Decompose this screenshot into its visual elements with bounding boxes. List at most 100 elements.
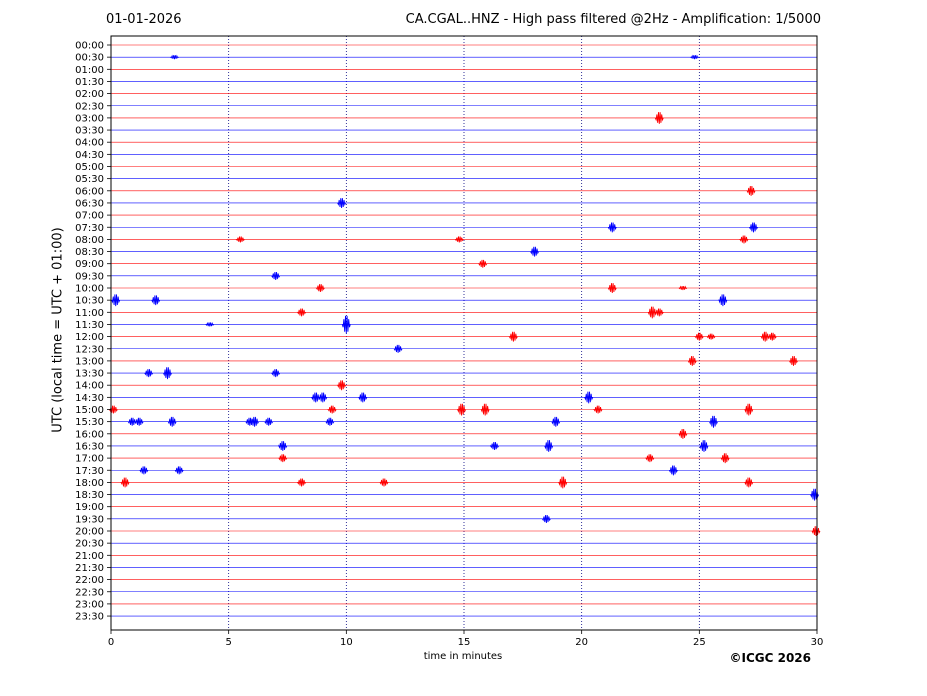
x-tick-label: 25 — [693, 637, 706, 648]
seismic-event — [690, 54, 699, 60]
seismic-event — [296, 308, 306, 317]
seismic-event — [541, 514, 551, 523]
seismic-event — [654, 308, 664, 317]
y-tick-label: 04:00 — [75, 138, 104, 149]
seismic-event — [647, 306, 657, 319]
seismic-event — [654, 112, 664, 124]
y-tick-label: 11:30 — [75, 320, 104, 331]
seismic-event — [174, 466, 184, 475]
y-tick-label: 17:00 — [75, 454, 104, 465]
seismic-event — [250, 416, 259, 427]
chart-title: CA.CGAL..HNZ - High pass filtered @2Hz -… — [405, 12, 821, 27]
seismic-event — [645, 454, 655, 463]
y-tick-label: 05:00 — [75, 162, 104, 173]
seismic-event — [678, 428, 688, 439]
seismic-event — [477, 259, 488, 268]
y-tick-label: 01:30 — [75, 77, 104, 88]
y-tick-label: 06:00 — [75, 186, 104, 197]
y-tick-label: 00:30 — [75, 53, 104, 64]
y-tick-label: 14:30 — [75, 393, 104, 404]
seismic-event — [278, 441, 288, 451]
y-tick-label: 10:30 — [75, 296, 104, 307]
y-tick-label: 18:30 — [75, 490, 104, 501]
y-tick-label: 04:30 — [75, 150, 104, 161]
seismic-event — [311, 392, 321, 403]
y-tick-label: 08:00 — [75, 235, 104, 246]
seismic-event — [530, 246, 539, 257]
y-tick-label: 15:00 — [75, 405, 104, 416]
seismic-event — [811, 526, 821, 537]
seismic-event — [111, 294, 121, 307]
y-tick-label: 03:30 — [75, 126, 104, 137]
seismic-event — [687, 356, 697, 366]
y-tick-label: 23:30 — [75, 612, 104, 623]
y-tick-label: 10:00 — [75, 284, 104, 295]
y-tick-label: 18:00 — [75, 478, 104, 489]
y-tick-label: 20:30 — [75, 539, 104, 550]
y-tick-label: 02:00 — [75, 89, 104, 100]
seismic-event — [694, 332, 704, 341]
y-tick-label: 00:00 — [75, 41, 104, 52]
seismic-event — [454, 236, 464, 243]
seismic-event — [393, 344, 403, 353]
date-label: 01-01-2026 — [106, 12, 182, 27]
seismic-event — [668, 465, 678, 476]
y-tick-label: 05:30 — [75, 174, 104, 185]
y-tick-label: 12:30 — [75, 344, 104, 355]
seismic-event — [151, 295, 161, 306]
y-tick-label: 15:30 — [75, 417, 104, 428]
x-tick-label: 5 — [225, 637, 231, 648]
seismic-event — [744, 403, 754, 416]
y-tick-label: 02:30 — [75, 101, 104, 112]
seismic-event — [490, 442, 499, 450]
seismic-event — [678, 285, 688, 291]
seismic-event — [709, 415, 718, 428]
seismic-event — [551, 416, 561, 427]
y-tick-label: 19:00 — [75, 502, 104, 513]
seismic-event — [767, 332, 777, 341]
y-tick-label: 01:00 — [75, 65, 104, 76]
seismic-event — [720, 453, 730, 464]
seismic-event — [706, 333, 716, 340]
seismic-event — [358, 392, 368, 403]
seismic-event — [584, 391, 594, 404]
seismic-event — [341, 315, 351, 334]
y-tick-label: 07:30 — [75, 223, 104, 234]
x-tick-label: 0 — [108, 637, 114, 648]
seismic-event — [607, 222, 617, 233]
seismic-event — [789, 356, 798, 366]
seismic-event — [760, 331, 770, 342]
seismic-event — [327, 405, 337, 414]
grid-layer — [228, 36, 700, 630]
x-axis-label: time in minutes — [423, 651, 503, 662]
seismic-event — [508, 331, 518, 342]
seismic-event — [109, 405, 118, 414]
seismic-event — [278, 454, 288, 463]
seismic-event — [699, 440, 709, 452]
y-tick-label: 06:30 — [75, 198, 104, 209]
y-tick-label: 16:00 — [75, 429, 104, 440]
y-tick-label: 21:00 — [75, 551, 104, 562]
seismic-event — [271, 369, 281, 378]
x-axis: 0 5 10 15 20 25 30 — [108, 630, 823, 648]
seismic-event — [325, 417, 335, 426]
seismic-event — [739, 235, 749, 244]
copyright-label: ©ICGC 2026 — [729, 651, 811, 665]
seismic-event — [167, 416, 177, 427]
seismic-event — [271, 271, 281, 280]
seismic-event — [456, 403, 467, 416]
y-tick-label: 11:00 — [75, 308, 104, 319]
seismic-event — [746, 185, 756, 196]
x-tick-label: 10 — [340, 637, 353, 648]
seismic-event — [336, 380, 346, 391]
y-tick-label: 21:30 — [75, 563, 104, 574]
seismic-event — [593, 405, 603, 414]
y-tick-label: 09:00 — [75, 259, 104, 270]
seismic-event — [296, 478, 306, 487]
seismic-event — [144, 369, 154, 378]
y-tick-label: 20:00 — [75, 527, 104, 538]
seismic-event — [718, 294, 728, 307]
y-axis-label: UTC (local time = UTC + 01:00) — [50, 227, 66, 433]
seismic-event — [558, 476, 568, 489]
